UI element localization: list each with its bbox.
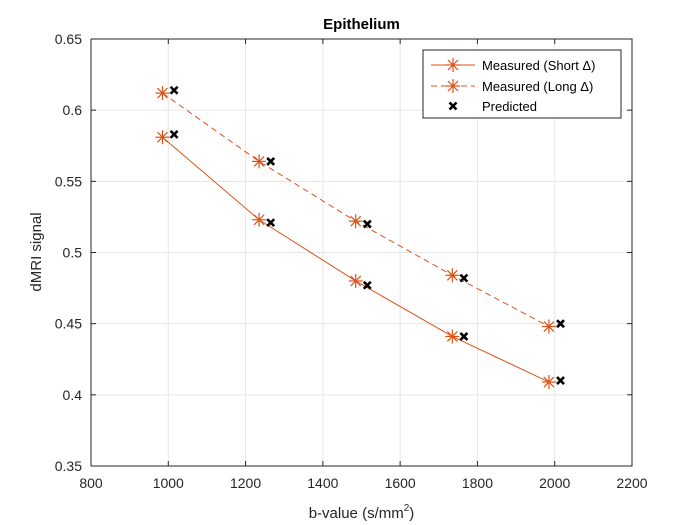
data-point [459,273,469,283]
data-point [556,376,565,386]
data-point [445,329,460,344]
x-tick-label: 1400 [307,475,338,491]
x-axis-label: b-value (s/mm2) [309,503,415,522]
legend-marker [448,101,458,111]
legend-marker-short [446,58,460,72]
y-tick-label: 0.65 [55,31,82,47]
y-tick-label: 0.45 [55,316,82,332]
data-point [155,130,170,145]
y-tick-label: 0.6 [63,102,83,118]
x-tick-label: 1800 [462,475,493,491]
x-tick-label: 800 [79,475,103,491]
series-2 [169,85,565,386]
data-point [348,214,363,229]
data-point [266,156,276,166]
legend-label-long: Measured (Long Δ) [482,79,593,94]
x-tick-label: 1000 [153,475,184,491]
y-tick-label: 0.4 [63,387,83,403]
legend-entry-short: Measured (Short Δ) [431,58,595,73]
legend-entry-predicted: Predicted [448,99,537,114]
x-tick-label: 1600 [385,475,416,491]
data-point [252,154,267,169]
legend-label-short: Measured (Short Δ) [482,58,595,73]
data-point [541,375,556,390]
legend: Measured (Short Δ) Measured (Long Δ) Pre… [422,49,622,119]
series-0 [155,130,556,390]
x-tick-label: 2200 [616,475,647,491]
data-point [362,219,372,229]
data-point [459,332,469,341]
data-point [169,129,179,139]
legend-marker-long [446,79,460,93]
y-tick-label: 0.55 [55,173,82,189]
y-axis-label: dMRI signal [28,212,45,291]
data-point [169,85,179,95]
data-point [266,218,276,228]
x-axis-label-superscript: 2 [404,503,410,514]
legend-marker [446,58,460,72]
x-tick-label: 1200 [230,475,261,491]
x-axis-label-base: b-value (s/mm [309,505,404,522]
y-tick-label: 0.35 [55,458,82,474]
series-layer [155,85,565,390]
data-point [556,319,565,329]
data-point [362,280,372,290]
x-axis-label-tail: ) [409,505,414,522]
series-1 [155,86,556,334]
data-point [541,319,556,334]
legend-marker-predicted [448,101,458,111]
data-point [348,273,363,288]
chart-title: Epithelium [323,16,400,33]
legend-label-predicted: Predicted [482,99,537,114]
data-point [445,268,460,283]
legend-marker [446,79,460,93]
data-point [155,86,170,101]
data-point [252,212,267,227]
x-tick-label: 2000 [539,475,570,491]
ticks: 800 1000 1200 1400 1600 1800 2000 2200 0.35 0.4 0.… [55,31,648,491]
legend-entry-long: Measured (Long Δ) [431,79,593,94]
y-tick-label: 0.5 [63,245,83,261]
